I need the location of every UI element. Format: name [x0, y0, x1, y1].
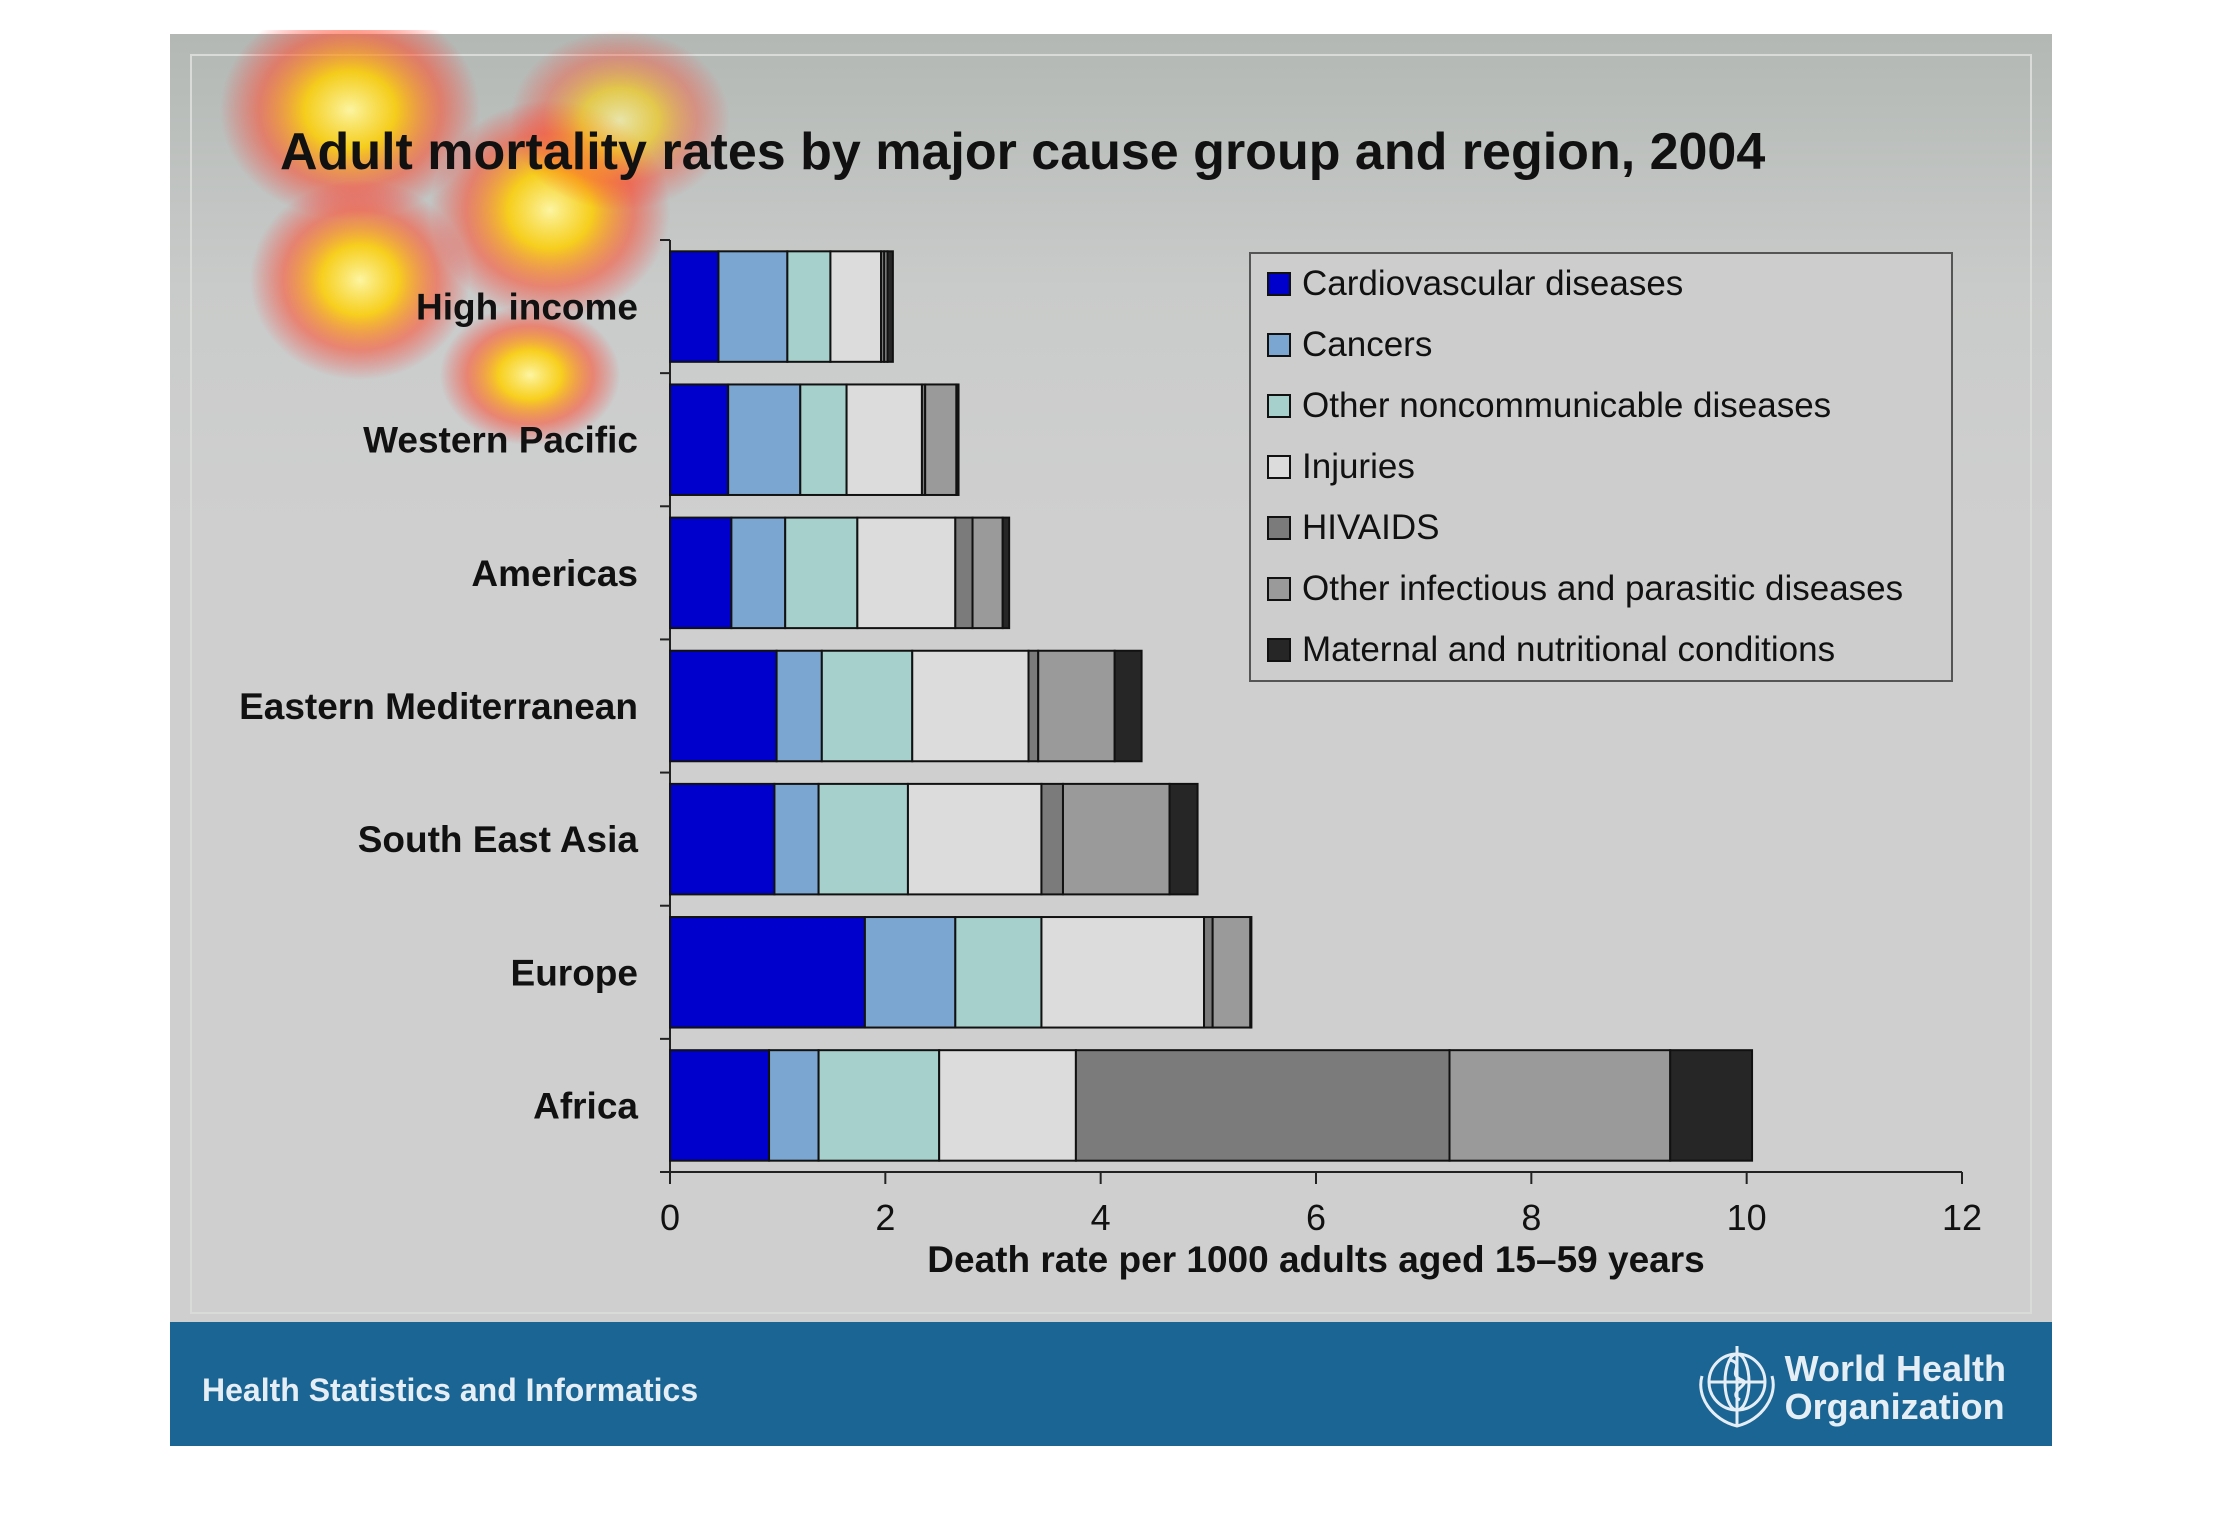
who-emblem-icon [1699, 1346, 1775, 1428]
x-tick-label: 8 [1521, 1197, 1541, 1238]
bar-segment [1027, 649, 1040, 763]
x-tick-label: 10 [1727, 1197, 1767, 1238]
org-name-line1: World Health [1784, 1348, 2006, 1389]
legend-label: Other infectious and parasitic diseases [1302, 569, 1903, 608]
bar-segment [730, 516, 787, 630]
bar-segment [1203, 916, 1214, 1029]
legend-swatch [1267, 394, 1291, 418]
bar-segment [1669, 1049, 1754, 1162]
legend-label: HIVAIDS [1302, 508, 1439, 547]
x-tick-label: 2 [875, 1197, 895, 1238]
bar-segment [786, 250, 832, 363]
bar-segment [906, 782, 1043, 896]
bar-segment [669, 516, 733, 630]
footer-bar: Health Statistics and Informatics World … [170, 1322, 2052, 1446]
legend-swatch [1267, 577, 1291, 601]
legend-swatch [1267, 455, 1291, 479]
bar-segment [1168, 782, 1199, 896]
bar-segment [954, 916, 1043, 1029]
bar-segment [820, 649, 914, 763]
bar-segment [1074, 1049, 1451, 1162]
bar-segment [775, 649, 823, 763]
bar-segment [669, 782, 776, 896]
bar-segment [768, 1049, 820, 1162]
legend-box [1249, 252, 1953, 682]
bar-segment [717, 250, 789, 363]
legend-label: Cancers [1302, 325, 1432, 364]
bar-segment [669, 250, 720, 363]
bar-segment [1448, 1049, 1672, 1162]
bar-segment [669, 916, 866, 1029]
x-tick-label: 0 [660, 1197, 680, 1238]
bar-segment [1040, 916, 1206, 1029]
x-axis-title: Death rate per 1000 adults aged 15–59 ye… [927, 1239, 1704, 1280]
category-label: Eastern Mediterranean [239, 686, 638, 727]
bar-segment [669, 383, 730, 496]
legend-label: Maternal and nutritional conditions [1302, 630, 1835, 669]
bar-segment [1040, 782, 1064, 896]
chart-title: Adult mortality rates by major cause gro… [280, 123, 1766, 181]
bar-segment [669, 1049, 771, 1162]
category-label: South East Asia [358, 819, 639, 860]
bar-segment [784, 516, 859, 630]
x-tick-label: 4 [1091, 1197, 1111, 1238]
legend-swatch [1267, 638, 1291, 662]
legend-label: Other noncommunicable diseases [1302, 386, 1831, 425]
footer-department: Health Statistics and Informatics [202, 1372, 699, 1408]
bar-segment [845, 383, 923, 496]
legend-label: Injuries [1302, 447, 1415, 486]
bar-segment [911, 649, 1030, 763]
slide-frame [190, 54, 2032, 1314]
bar-segment [817, 782, 909, 896]
legend-label: Cardiovascular diseases [1302, 264, 1683, 303]
bar-segment [856, 516, 957, 630]
bar-segment [773, 782, 820, 896]
bar-segment [1113, 649, 1143, 763]
category-label: Europe [511, 952, 638, 993]
category-label: Africa [533, 1085, 638, 1126]
x-tick-label: 12 [1942, 1197, 1982, 1238]
bar-segment [954, 516, 974, 630]
bar-segment [1001, 516, 1011, 630]
bar-segment [886, 250, 894, 363]
legend-swatch [1267, 333, 1291, 357]
bar-segment [863, 916, 957, 1029]
bar-segment [938, 1049, 1077, 1162]
category-label: Western Pacific [363, 420, 638, 461]
legend-swatch [1267, 516, 1291, 540]
category-label: Americas [471, 553, 638, 594]
bar-segment [727, 383, 802, 496]
bar-segment [799, 383, 848, 496]
org-name: World Health Organization [1785, 1350, 2006, 1426]
bar-segment [829, 250, 883, 363]
bar-segment [971, 516, 1004, 630]
category-label: High income [416, 287, 638, 328]
bar-segment [669, 649, 778, 763]
org-name-line2: Organization [1784, 1386, 2005, 1427]
bar-segment [955, 383, 960, 496]
bar-segment [817, 1049, 941, 1162]
bar-segment [1061, 782, 1171, 896]
legend-swatch [1267, 272, 1291, 296]
bar-segment [924, 383, 958, 496]
x-tick-label: 6 [1306, 1197, 1326, 1238]
bar-segment [1037, 649, 1116, 763]
bar-segment [1211, 916, 1252, 1029]
bar-segment [1249, 916, 1253, 1029]
